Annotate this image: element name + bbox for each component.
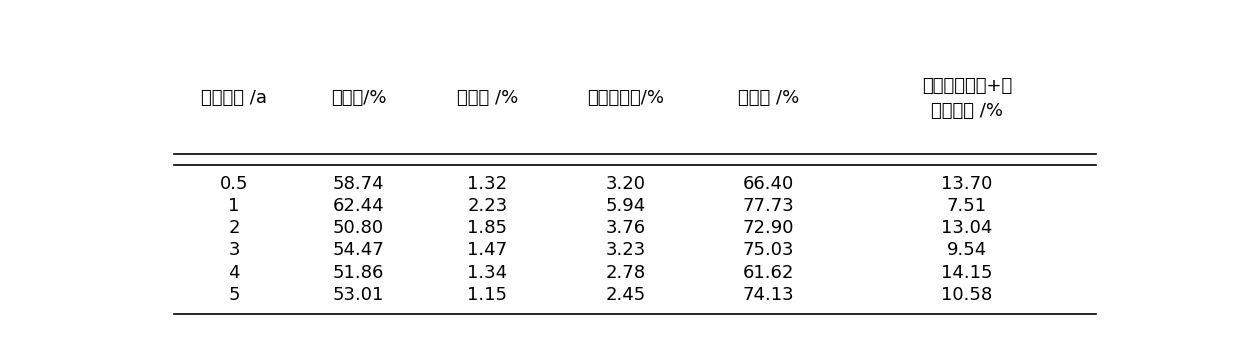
Text: 9.54: 9.54 xyxy=(947,241,987,260)
Text: 62.44: 62.44 xyxy=(332,197,384,215)
Text: 5.94: 5.94 xyxy=(606,197,646,215)
Text: 74.13: 74.13 xyxy=(743,286,794,304)
Text: 58.74: 58.74 xyxy=(332,175,384,193)
Text: 61.62: 61.62 xyxy=(743,264,794,281)
Text: 75.03: 75.03 xyxy=(743,241,794,260)
Text: 2.45: 2.45 xyxy=(606,286,646,304)
Text: 含水率/%: 含水率/% xyxy=(331,89,387,107)
Text: 13.04: 13.04 xyxy=(942,219,992,237)
Text: 香茅醛 /%: 香茅醛 /% xyxy=(738,89,799,107)
Text: 新异胡薄荷醇+异
胡薄荷醇 /%: 新异胡薄荷醇+异 胡薄荷醇 /% xyxy=(922,77,1012,120)
Text: 1.85: 1.85 xyxy=(467,219,508,237)
Text: 14.15: 14.15 xyxy=(942,264,992,281)
Text: 1.34: 1.34 xyxy=(467,264,508,281)
Text: 采收周期 /a: 采收周期 /a xyxy=(201,89,266,107)
Text: 1.47: 1.47 xyxy=(467,241,508,260)
Text: 54.47: 54.47 xyxy=(332,241,384,260)
Text: 53.01: 53.01 xyxy=(333,286,384,304)
Text: 2.23: 2.23 xyxy=(467,197,508,215)
Text: 3.20: 3.20 xyxy=(606,175,646,193)
Text: 10.58: 10.58 xyxy=(942,286,992,304)
Text: 3.76: 3.76 xyxy=(606,219,646,237)
Text: 77.73: 77.73 xyxy=(742,197,794,215)
Text: 7.51: 7.51 xyxy=(947,197,987,215)
Text: 绝干含油率/%: 绝干含油率/% xyxy=(587,89,664,107)
Text: 3: 3 xyxy=(228,241,240,260)
Text: 72.90: 72.90 xyxy=(743,219,794,237)
Text: 1.32: 1.32 xyxy=(467,175,508,193)
Text: 1.15: 1.15 xyxy=(467,286,508,304)
Text: 13.70: 13.70 xyxy=(942,175,992,193)
Text: 0.5: 0.5 xyxy=(219,175,248,193)
Text: 1: 1 xyxy=(228,197,239,215)
Text: 2.78: 2.78 xyxy=(606,264,646,281)
Text: 5: 5 xyxy=(228,286,240,304)
Text: 含油率 /%: 含油率 /% xyxy=(457,89,518,107)
Text: 66.40: 66.40 xyxy=(743,175,794,193)
Text: 2: 2 xyxy=(228,219,240,237)
Text: 51.86: 51.86 xyxy=(333,264,384,281)
Text: 3.23: 3.23 xyxy=(606,241,646,260)
Text: 4: 4 xyxy=(228,264,240,281)
Text: 50.80: 50.80 xyxy=(333,219,384,237)
